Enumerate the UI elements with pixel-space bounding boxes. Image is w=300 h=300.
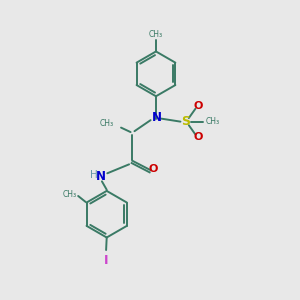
Text: O: O [149,164,158,174]
Text: CH₃: CH₃ [149,30,163,39]
Text: CH₃: CH₃ [100,119,114,128]
Text: H: H [90,170,98,180]
Text: S: S [181,115,190,128]
Text: O: O [194,133,203,142]
Text: I: I [104,254,108,267]
Text: O: O [194,101,203,111]
Text: CH₃: CH₃ [205,117,219,126]
Text: N: N [96,170,106,183]
Text: N: N [152,111,162,124]
Text: CH₃: CH₃ [63,190,77,199]
